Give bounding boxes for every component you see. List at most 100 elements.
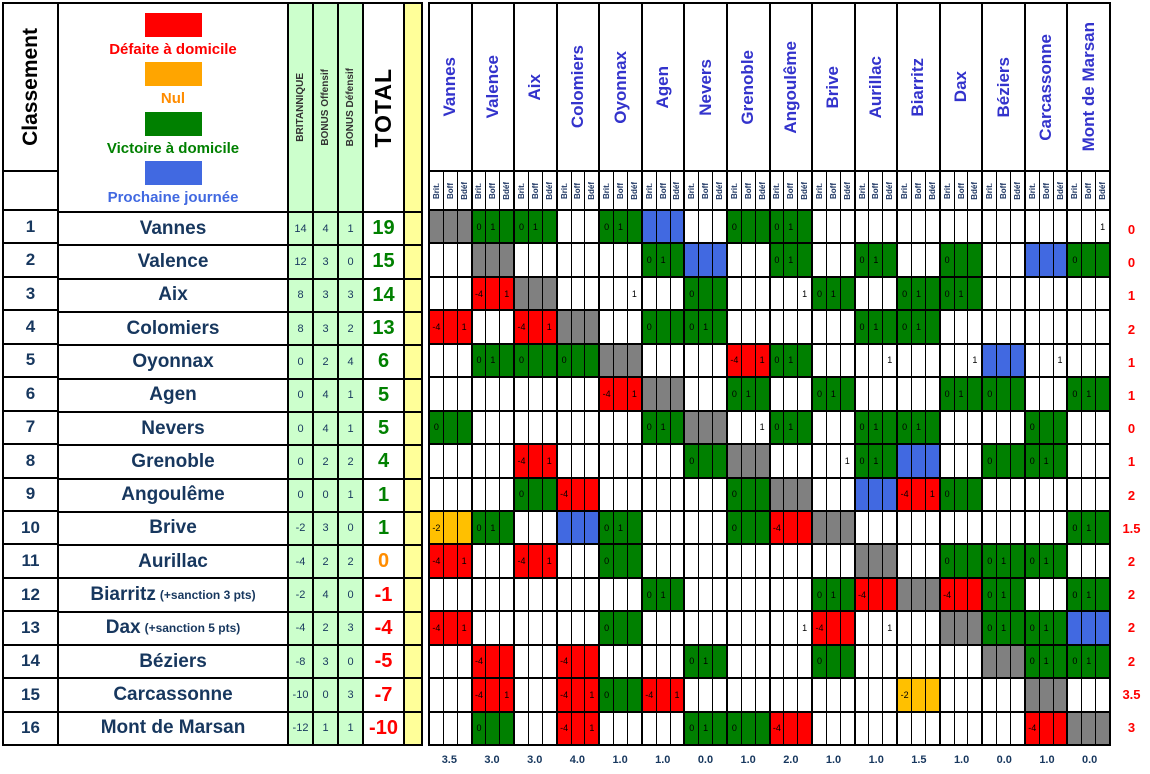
- match-subcell: [912, 211, 926, 243]
- match-subcell: 1: [486, 344, 501, 377]
- rank-cell: 15: [4, 679, 57, 713]
- match-subcell: [742, 311, 756, 343]
- match-subcell: [784, 511, 799, 544]
- match-subcell: [558, 511, 572, 544]
- match-subcell: 1: [1082, 378, 1097, 410]
- right-value: 0: [1127, 222, 1136, 238]
- match-subcell: [643, 211, 657, 243]
- match-subcell: [784, 311, 799, 343]
- match-cell: [983, 712, 1026, 744]
- match-cell: [642, 645, 686, 678]
- match-cell: 0: [515, 478, 558, 510]
- team-name: Aurillac: [138, 550, 208, 572]
- match-subcell: [1026, 478, 1040, 510]
- match-subcell: [572, 578, 586, 611]
- total-points-cell: -4: [364, 613, 403, 647]
- match-subcell: [529, 344, 543, 377]
- match-subcell: [926, 378, 939, 409]
- match-subcell: 0: [600, 211, 615, 243]
- match-subcell: [798, 479, 811, 510]
- separator-cell: [405, 413, 421, 447]
- legend-swatch-3: [144, 161, 202, 186]
- match-cell: [898, 211, 941, 243]
- match-subcell: [1068, 411, 1083, 444]
- matrix-subheader-cell: Boff: [572, 172, 586, 209]
- matrix-subheader-group-5: Brit. Boff Bdéf: [643, 172, 686, 209]
- match-subcell: [1082, 277, 1097, 310]
- match-cell: [1025, 478, 1069, 510]
- match-cell: [515, 612, 558, 644]
- matrix-team-header-6: Nevers: [685, 4, 728, 170]
- match-subcell: [841, 713, 854, 744]
- match-subcell: [628, 311, 641, 342]
- match-subcell: [430, 344, 444, 377]
- match-subcell: -4: [558, 478, 572, 510]
- match-subcell: [827, 545, 841, 577]
- match-subcell: [671, 278, 684, 309]
- match-subcell: 1: [972, 355, 978, 366]
- match-subcell: [841, 679, 854, 710]
- right-value: 1: [1127, 288, 1136, 304]
- matrix-subheader-label: Boff: [1041, 182, 1051, 199]
- bonus-def-cell: 1: [339, 480, 362, 513]
- team-name: Aix: [158, 284, 188, 306]
- separator-cell: [405, 579, 421, 613]
- match-subcell: [614, 545, 628, 577]
- match-subcell: [756, 512, 769, 543]
- matrix-team-header-4: Oyonnax: [600, 4, 643, 170]
- separator-cell: [405, 713, 421, 744]
- match-cell: 1: [940, 344, 984, 377]
- match-subcell: -4: [1026, 712, 1040, 744]
- rank-cell: 5: [4, 345, 57, 379]
- match-subcell: [585, 278, 598, 309]
- matrix-subheader-label: Brit.: [729, 182, 739, 199]
- match-subcell: [955, 411, 969, 444]
- match-subcell: [869, 511, 884, 544]
- match-subcell: [728, 244, 742, 276]
- match-subcell: 0: [856, 244, 870, 276]
- match-subcell: [813, 712, 827, 744]
- match-cell: 0: [727, 511, 771, 544]
- match-subcell: [912, 712, 926, 744]
- match-subcell: [558, 277, 572, 310]
- match-subcell: [628, 646, 641, 677]
- matrix-subheader-cell: Boff: [444, 172, 458, 209]
- match-cell: [642, 445, 686, 477]
- match-subcell: [742, 411, 756, 444]
- match-subcell: [685, 679, 700, 711]
- rank-cell: 11: [4, 545, 57, 579]
- match-subcell: [444, 344, 458, 377]
- matrix-row-béziers: -4 -4 0 1 0 0 1 0 1: [430, 645, 1109, 680]
- total-points-cell: -7: [364, 679, 403, 713]
- match-subcell: [1082, 411, 1097, 444]
- matrix-subheader-label: Brit.: [772, 182, 782, 199]
- match-subcell: [486, 445, 501, 477]
- match-subcell: [898, 578, 913, 611]
- bonus-def-cell: 0: [339, 246, 362, 280]
- match-cell: -2: [430, 511, 473, 544]
- match-subcell: [798, 378, 811, 409]
- matrix-subheader-label: Bdéf: [1012, 181, 1022, 200]
- match-subcell: [1011, 713, 1024, 744]
- match-cell: [430, 445, 473, 477]
- match-subcell: [444, 712, 458, 744]
- match-cell: [898, 344, 941, 377]
- match-subcell: [585, 244, 598, 275]
- team-name: Brive: [149, 517, 197, 539]
- match-subcell: [771, 478, 785, 510]
- match-cell: [813, 311, 856, 343]
- match-subcell: 0: [430, 411, 444, 444]
- brit-points-cell: 0: [289, 446, 312, 480]
- right-value: 1: [1127, 388, 1136, 404]
- match-cell: -4: [557, 478, 601, 510]
- match-cell: [813, 679, 856, 711]
- match-subcell: [713, 579, 726, 610]
- matrix-subheader-group-9: Brit. Boff Bdéf: [813, 172, 856, 209]
- match-subcell: [614, 311, 628, 343]
- match-subcell: [883, 445, 896, 476]
